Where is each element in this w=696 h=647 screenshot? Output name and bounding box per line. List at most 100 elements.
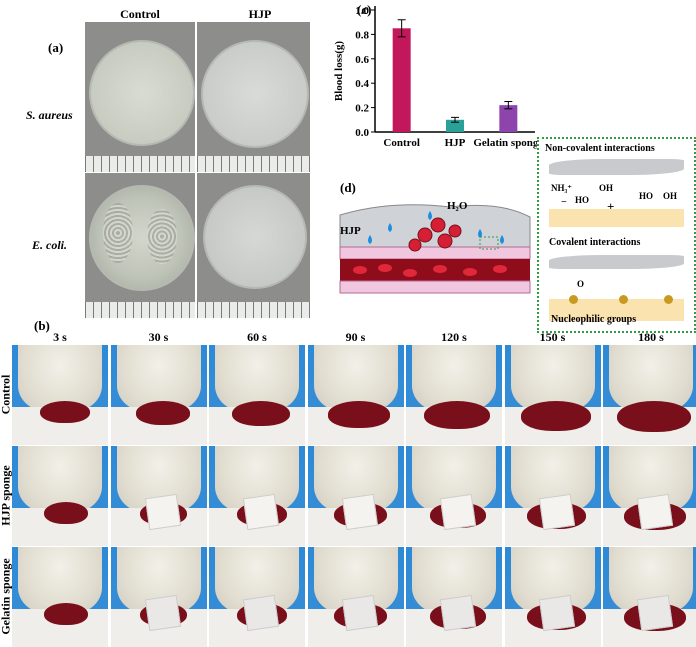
o-label: O — [577, 279, 585, 289]
y-tick-label: 0.6 — [355, 54, 369, 66]
y-tick-label: 1.0 — [355, 5, 369, 17]
hemostasis-photo — [504, 345, 601, 445]
blood-pool — [424, 401, 491, 429]
y-tick-label: 0.2 — [355, 103, 369, 115]
dish-photo-control-saureus — [85, 22, 195, 172]
water-label: H₂O — [447, 200, 468, 212]
nh3-label: NH₃⁺ — [551, 183, 572, 193]
hemostasis-photo — [603, 345, 696, 445]
hemostasis-photo — [603, 547, 696, 647]
hemostasis-photo — [12, 345, 108, 445]
noncovalent-title: Non-covalent interactions — [545, 143, 655, 154]
panel-a-col-hjp: HJP — [248, 7, 272, 21]
ho-label-2: HO — [639, 191, 654, 201]
hemostasis-photo — [406, 547, 502, 647]
gelatin-sponge-pad — [144, 594, 181, 632]
panel-b-label: (b) — [34, 318, 50, 333]
y-tick-label: 0.0 — [355, 127, 369, 139]
hemostasis-photo — [307, 345, 404, 445]
interactions-zoom-box: Non-covalent interactions NH₃⁺ − + HO OH… — [537, 137, 696, 333]
panel-a-row-saureus: S. aureus — [26, 108, 73, 122]
panel-d-label: (d) — [340, 180, 356, 195]
tissue-surface-bottom — [549, 295, 684, 321]
nucleophile-dot — [664, 295, 673, 304]
x-tick-label: Control — [383, 137, 419, 149]
oh-label-1: OH — [599, 183, 614, 193]
covalent-title: Covalent interactions — [549, 237, 641, 248]
hjp-sponge-pad — [439, 493, 477, 531]
y-tick-label: 0.4 — [355, 78, 369, 90]
hjp-sponge-pad — [242, 493, 280, 531]
ho-label-1: HO — [575, 195, 590, 205]
panel-a-col-control: Control — [120, 7, 160, 21]
blood-pool — [328, 401, 391, 428]
gelatin-sponge-pad — [242, 594, 280, 632]
gelatin-sponge-pad — [538, 594, 575, 632]
hemostasis-photo — [12, 446, 108, 546]
bar — [446, 119, 464, 132]
hjp-surface-bottom — [549, 255, 684, 269]
panel-c-label: (c) — [357, 2, 372, 17]
hemostasis-photo — [406, 446, 502, 546]
blood-loss-chart: 0.0 0.2 0.4 0.6 0.8 1.0 Blood loss(g) Control HJ… — [333, 5, 540, 149]
blood-pool — [40, 401, 90, 423]
dish-photo-hjp-ecoli — [197, 173, 310, 318]
zoom-box — [479, 236, 499, 250]
x-tick-label: Gelatin sponge — [473, 137, 540, 149]
panel-a-row-ecoli: E. coli. — [32, 238, 67, 252]
hjp-label: HJP — [340, 225, 361, 237]
gelatin-sponge-pad — [439, 594, 477, 632]
panel-a-label: (a) — [48, 40, 64, 55]
hjp-sponge-pad — [636, 493, 674, 531]
x-tick-label: HJP — [445, 137, 466, 149]
blood-pool — [43, 603, 88, 625]
hemostasis-photo — [110, 345, 207, 445]
hemostasis-photo — [209, 446, 305, 546]
hemostasis-photo — [504, 446, 601, 546]
tissue-surface-top — [549, 209, 684, 227]
gelatin-sponge-pad — [636, 594, 674, 632]
plus-sign: + — [607, 199, 615, 214]
y-tick-label: 0.8 — [355, 29, 369, 41]
hemostasis-photo — [209, 547, 305, 647]
time-label: 3 s — [53, 330, 67, 344]
hemostasis-photo — [504, 547, 601, 647]
time-label: 60 s — [247, 330, 267, 344]
blood-pool — [616, 401, 691, 432]
blood-pool — [232, 401, 291, 426]
hemostasis-photo — [603, 446, 696, 546]
water-drop-icons — [368, 211, 504, 244]
hemostasis-photo — [12, 547, 108, 647]
nucleophile-dot — [619, 295, 628, 304]
time-label: 180 s — [638, 330, 664, 344]
hemostasis-photo — [110, 547, 207, 647]
time-label: 150 s — [539, 330, 566, 344]
hemostasis-photo — [307, 547, 404, 647]
hjp-sponge-pad — [341, 493, 378, 531]
hemostasis-photo — [406, 345, 502, 445]
bar — [392, 28, 411, 132]
time-label: 120 s — [441, 330, 467, 344]
time-label: 30 s — [148, 330, 169, 344]
time-label: 90 s — [345, 330, 366, 344]
hjp-surface-top — [549, 159, 684, 175]
hemostasis-schematic — [339, 204, 531, 294]
hjp-sponge-pad — [538, 493, 575, 531]
hemostasis-photo — [110, 446, 207, 546]
nucleophile-dot — [569, 295, 578, 304]
blood-pool — [136, 401, 191, 425]
minus-sign: − — [561, 197, 567, 208]
bar — [499, 105, 518, 132]
red-blood-cells — [353, 217, 507, 277]
hemostasis-photo — [307, 446, 404, 546]
y-axis-label: Blood loss(g) — [333, 41, 345, 102]
blood-pool — [520, 401, 591, 431]
nucleophilic-label: Nucleophilic groups — [551, 314, 637, 325]
oh-label-2: OH — [663, 191, 678, 201]
hjp-sponge-pad — [144, 493, 181, 531]
hemostasis-photo — [209, 345, 305, 445]
gelatin-sponge-pad — [341, 594, 378, 632]
blood-pool — [43, 502, 88, 524]
dish-photo-hjp-saureus — [197, 22, 310, 172]
dish-photo-control-ecoli — [85, 173, 195, 318]
